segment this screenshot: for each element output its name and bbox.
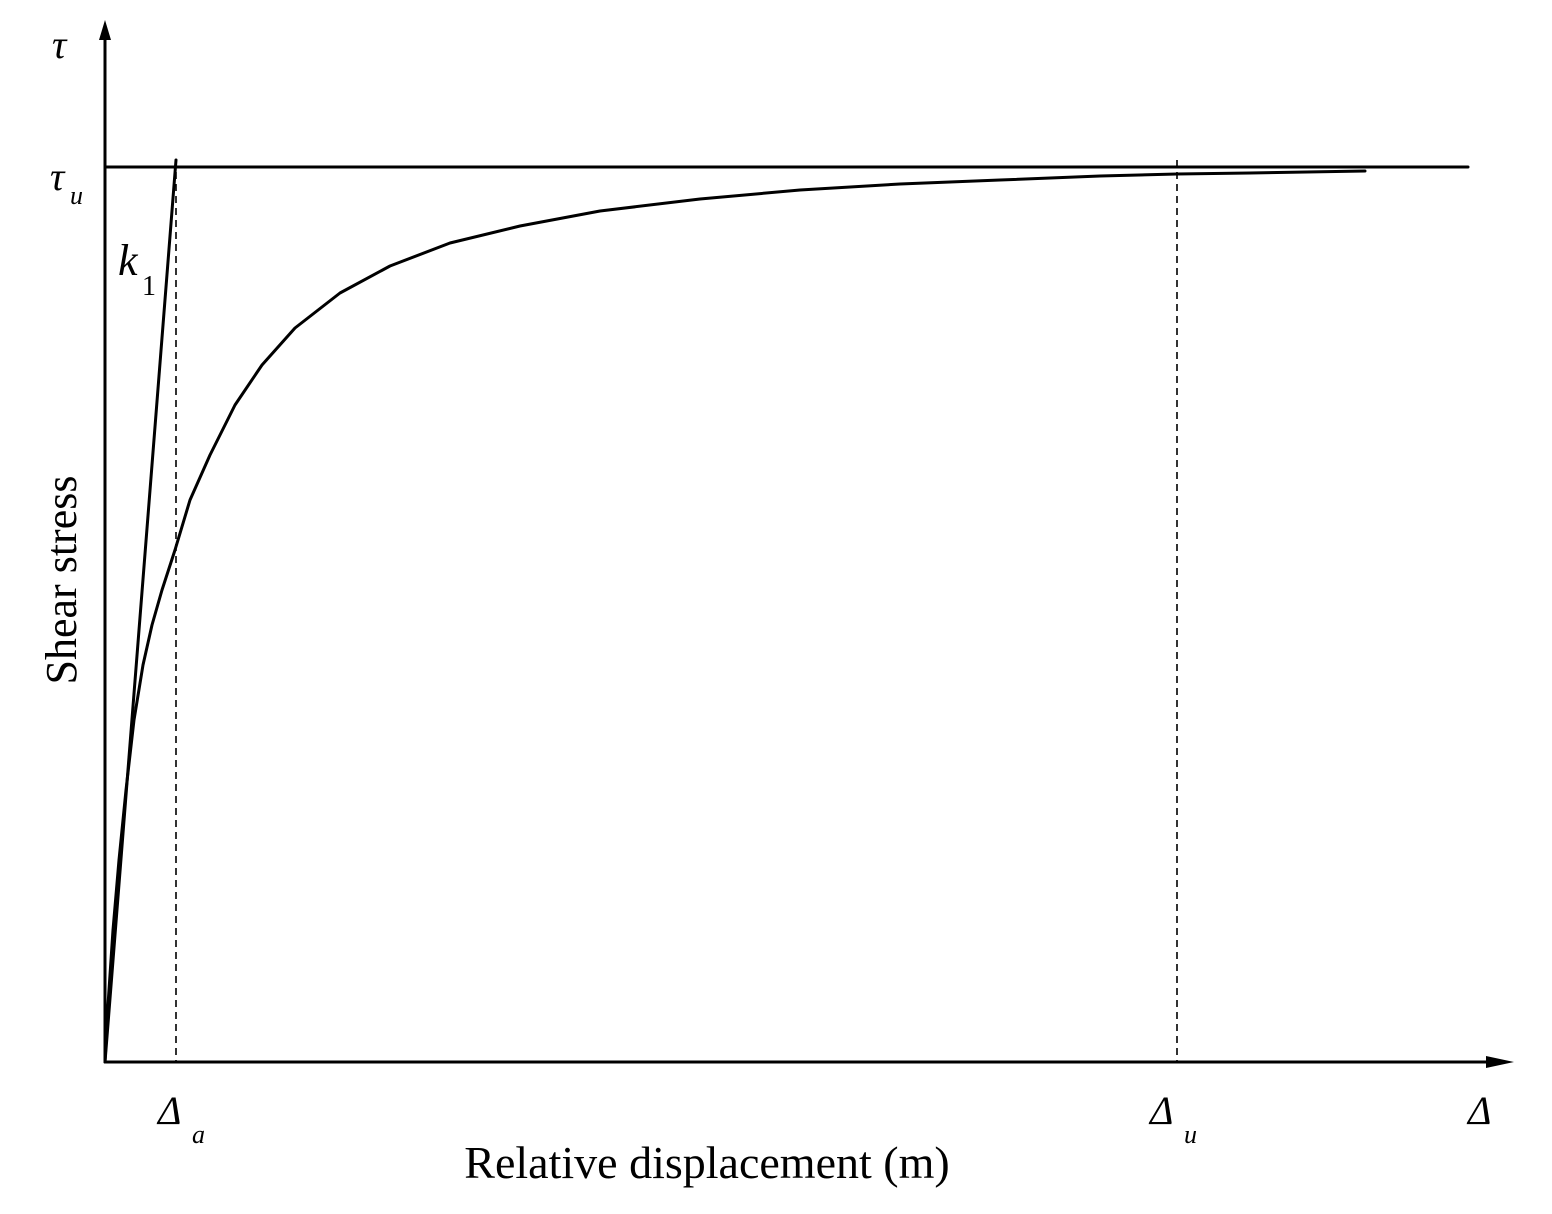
x-axis-symbol: Δ: [1466, 1088, 1491, 1133]
initial-stiffness-line: [103, 158, 178, 1064]
x-axis-label: Relative displacement (m): [464, 1137, 949, 1188]
stiffness-annotation-subscript: 1: [142, 271, 156, 302]
x-tick-label-delta-a: Δ: [156, 1088, 181, 1133]
x-axis-arrow-icon: [1486, 1056, 1514, 1068]
y-axis-symbol: τ: [52, 22, 68, 67]
y-axis-arrow-icon: [99, 20, 111, 40]
stress-displacement-curve: [103, 169, 1367, 1064]
stiffness-annotation: k: [118, 236, 139, 285]
x-tick-label-delta-u: Δ: [1148, 1088, 1173, 1133]
x-tick-label-delta-a-subscript: a: [192, 1120, 205, 1149]
x-tick-label-delta-u-subscript: u: [1184, 1120, 1197, 1149]
y-tick-label-tau-u: τ: [50, 154, 66, 199]
y-axis-label: Shear stress: [37, 476, 86, 685]
y-tick-label-tau-u-subscript: u: [70, 181, 83, 210]
